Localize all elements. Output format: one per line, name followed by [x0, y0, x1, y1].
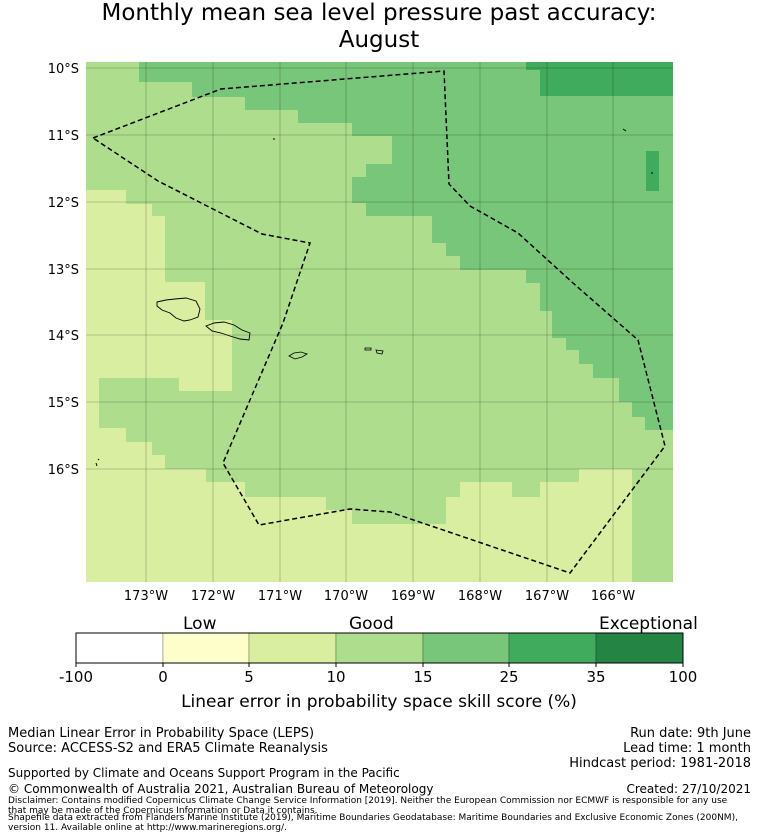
- colorbar-tick-label: 0: [158, 668, 168, 686]
- footer-source: Source: ACCESS-S2 and ERA5 Climate Reana…: [8, 741, 328, 756]
- colorbar-tick-label: 15: [413, 668, 432, 686]
- colorbar-bin: [248, 632, 337, 664]
- lon-label: 169°W: [391, 589, 435, 604]
- footer-copyright: © Commonwealth of Australia 2021, Austra…: [8, 782, 434, 796]
- colorbar-category-low: Low: [183, 614, 217, 634]
- shapefile-line2: version 11. Available online at http://w…: [8, 823, 287, 833]
- disclaimer-line2: that may be made of the Copernicus Infor…: [8, 806, 318, 816]
- colorbar-tick-label: 5: [244, 668, 254, 686]
- lat-label: 15°S: [48, 396, 79, 411]
- samoa-islands: [156, 297, 251, 341]
- lat-label: 12°S: [48, 196, 79, 211]
- lat-label: 11°S: [48, 129, 79, 144]
- graticule: [86, 62, 673, 582]
- colorbar-tick-label: 10: [326, 668, 345, 686]
- colorbar-title: Linear error in probability space skill …: [181, 692, 577, 712]
- map-title-line2: August: [338, 27, 420, 53]
- footer-run-date: Run date: 9th June: [630, 726, 751, 741]
- footer-lead-time: Lead time: 1 month: [623, 741, 751, 756]
- colorbar-tick-label: 35: [586, 668, 605, 686]
- lat-label: 13°S: [48, 263, 79, 278]
- small-islands: [95, 128, 653, 467]
- colorbar: -100 0 5 10 15 25 35 100: [59, 632, 697, 686]
- region-25-35: [526, 62, 673, 96]
- lon-label: 166°W: [591, 589, 635, 604]
- lon-label: 172°W: [191, 589, 235, 604]
- lat-label: 14°S: [48, 329, 79, 344]
- eez-boundary: [91, 70, 666, 574]
- lon-label: 167°W: [525, 589, 569, 604]
- lat-label: 10°S: [48, 62, 79, 77]
- colorbar-bin: [335, 632, 424, 664]
- colorbar-category-good: Good: [349, 614, 394, 634]
- colorbar-tick-labels: -100 0 5 10 15 25 35 100: [59, 668, 697, 686]
- footer-created: Created: 27/10/2021: [626, 782, 751, 796]
- map-title-line1: Monthly mean sea level pressure past acc…: [101, 0, 657, 26]
- longitude-labels: 173°W 172°W 171°W 170°W 169°W 168°W 167°…: [124, 589, 635, 604]
- footer-support: Supported by Climate and Oceans Support …: [8, 766, 400, 780]
- american-samoa-islands: [288, 347, 384, 360]
- colorbar-tick-label: 100: [669, 668, 698, 686]
- lon-label: 168°W: [458, 589, 502, 604]
- region-15-25: [139, 62, 673, 430]
- region-25-35-patch: [646, 151, 659, 191]
- colorbar-category-exceptional: Exceptional: [599, 614, 698, 634]
- lat-label: 16°S: [48, 463, 79, 478]
- colorbar-tick-label: -100: [59, 668, 93, 686]
- colorbar-tick-label: 25: [499, 668, 518, 686]
- lon-label: 170°W: [324, 589, 368, 604]
- latitude-labels: 10°S 11°S 12°S 13°S 14°S 15°S 16°S: [48, 62, 79, 478]
- colorbar-bin: [422, 632, 510, 664]
- colorbar-bin: [508, 632, 597, 664]
- skill-map: [86, 62, 673, 582]
- colorbar-bin: [75, 632, 164, 664]
- colorbar-outline: [75, 632, 684, 664]
- colorbar-bin: [162, 632, 250, 664]
- shapefile-line1: Shapefile data extracted from Flanders M…: [8, 813, 738, 823]
- footer-hindcast: Hindcast period: 1981-2018: [569, 756, 751, 771]
- colorbar-bin: [595, 632, 684, 664]
- footer-method: Median Linear Error in Probability Space…: [8, 726, 315, 741]
- lon-label: 171°W: [258, 589, 302, 604]
- colorbar-ticks: [75, 663, 684, 667]
- lon-label: 173°W: [124, 589, 168, 604]
- disclaimer-line1: Disclaimer: Contains modified Copernicus…: [8, 796, 728, 806]
